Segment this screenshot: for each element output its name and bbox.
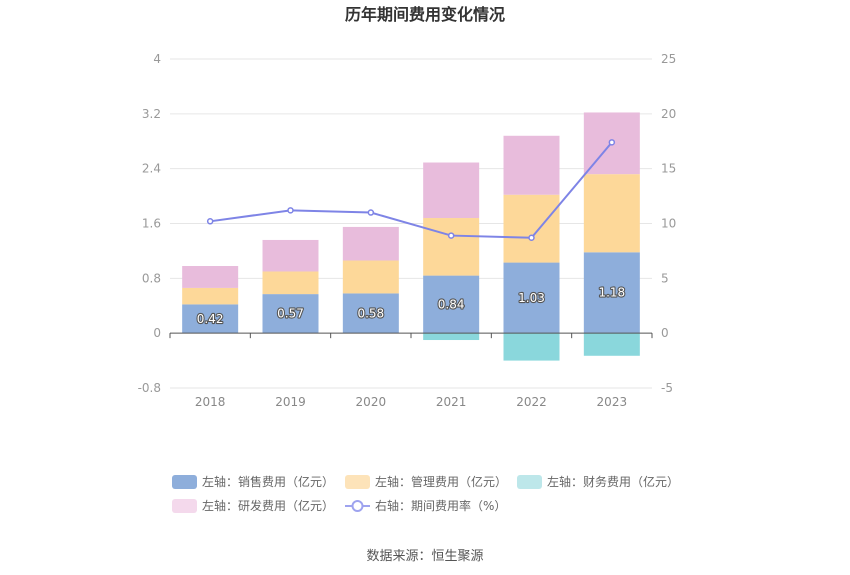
data-label: 0.58 xyxy=(357,306,384,320)
data-label: 1.18 xyxy=(598,286,625,300)
bar-segment xyxy=(423,218,480,276)
legend-swatch xyxy=(172,475,197,489)
bar-segment xyxy=(182,287,239,305)
bar-segment xyxy=(262,271,319,295)
bar-segment xyxy=(423,162,480,219)
rate-point xyxy=(447,232,455,239)
left-tick-label: 2.4 xyxy=(142,162,161,176)
rate-point xyxy=(206,218,214,225)
left-tick-label: 0.8 xyxy=(142,271,161,285)
x-tick-label: 2020 xyxy=(356,395,387,409)
bar-segment xyxy=(342,260,399,294)
right-tick-label: 20 xyxy=(661,107,676,121)
bar-segment xyxy=(583,333,640,356)
right-axis-ticks: -5 0 5 10 15 20 25 xyxy=(661,52,676,395)
legend-item[interactable]: 左轴：管理费用（亿元） xyxy=(345,474,507,489)
x-tick-label: 2022 xyxy=(516,395,547,409)
rate-line xyxy=(206,139,616,242)
bar-segment xyxy=(182,304,239,334)
bar-segment xyxy=(342,226,399,261)
right-tick-label: 0 xyxy=(661,326,669,340)
legend: 左轴：销售费用（亿元） 左轴：管理费用（亿元） 左轴：财务费用（亿元） 左轴：研发费用… xyxy=(172,474,679,513)
left-tick-label: 3.2 xyxy=(142,107,161,121)
x-tick-label: 2023 xyxy=(597,395,628,409)
bar-segment xyxy=(423,333,480,341)
right-tick-label: 25 xyxy=(661,52,676,66)
bar-segment xyxy=(503,135,560,195)
bar-segment xyxy=(503,333,560,361)
bars xyxy=(182,112,640,361)
legend-item[interactable]: 左轴：销售费用（亿元） xyxy=(172,474,334,489)
data-label: 0.84 xyxy=(438,297,465,311)
rate-series-line xyxy=(210,141,613,239)
bar-segment xyxy=(182,265,239,288)
right-tick-label: 10 xyxy=(661,217,676,231)
bar-segment xyxy=(583,252,640,334)
bar-segment xyxy=(583,174,640,253)
x-tick-label: 2021 xyxy=(436,395,467,409)
legend-swatch xyxy=(172,499,197,513)
legend-item[interactable]: 左轴：研发费用（亿元） xyxy=(172,498,334,513)
left-tick-label: 1.6 xyxy=(142,217,161,231)
legend-line-marker xyxy=(351,500,364,512)
legend-swatch xyxy=(345,475,370,489)
rate-point xyxy=(287,207,294,214)
bar-segment xyxy=(503,262,560,334)
legend-item[interactable]: 左轴：财务费用（亿元） xyxy=(517,474,679,489)
x-tick-label: 2019 xyxy=(275,395,306,409)
right-tick-label: 5 xyxy=(661,271,669,285)
left-tick-label: 0 xyxy=(153,326,161,340)
bar-segment xyxy=(503,194,560,263)
legend-label: 左轴：销售费用（亿元） xyxy=(202,474,334,489)
legend-label: 右轴：期间费用率（%） xyxy=(375,498,506,513)
rate-point xyxy=(608,139,616,146)
x-tick-label: 2018 xyxy=(195,395,226,409)
left-tick-label: -0.8 xyxy=(138,381,161,395)
data-label: 0.42 xyxy=(197,312,224,326)
legend-label: 左轴：财务费用（亿元） xyxy=(547,474,679,489)
left-axis-ticks: -0.8 0 0.8 1.6 2.4 3.2 4 xyxy=(138,52,161,395)
legend-label: 左轴：管理费用（亿元） xyxy=(375,474,507,489)
bar-segment xyxy=(262,239,319,272)
data-labels: 0.42 0.57 0.58 0.84 1.03 1.18 xyxy=(196,285,627,327)
bar-segment xyxy=(342,293,399,334)
data-label: 0.57 xyxy=(277,307,304,321)
left-tick-label: 4 xyxy=(153,52,161,66)
source-note: 数据来源：恒生聚源 xyxy=(366,549,483,564)
right-tick-label: 15 xyxy=(661,162,676,176)
legend-item[interactable]: 右轴：期间费用率（%） xyxy=(345,498,506,513)
x-axis-ticks: 2018 2019 2020 2021 2022 2023 xyxy=(195,395,627,409)
zero-axis xyxy=(169,332,653,339)
rate-point xyxy=(367,209,375,216)
bar-segment xyxy=(262,294,319,334)
legend-label: 左轴：研发费用（亿元） xyxy=(202,498,334,513)
right-tick-label: -5 xyxy=(661,381,673,395)
rate-point xyxy=(528,234,535,242)
chart-title: 历年期间费用变化情况 xyxy=(345,5,505,24)
legend-swatch xyxy=(517,475,542,489)
bar-segment xyxy=(423,275,480,334)
data-label: 1.03 xyxy=(518,291,545,305)
